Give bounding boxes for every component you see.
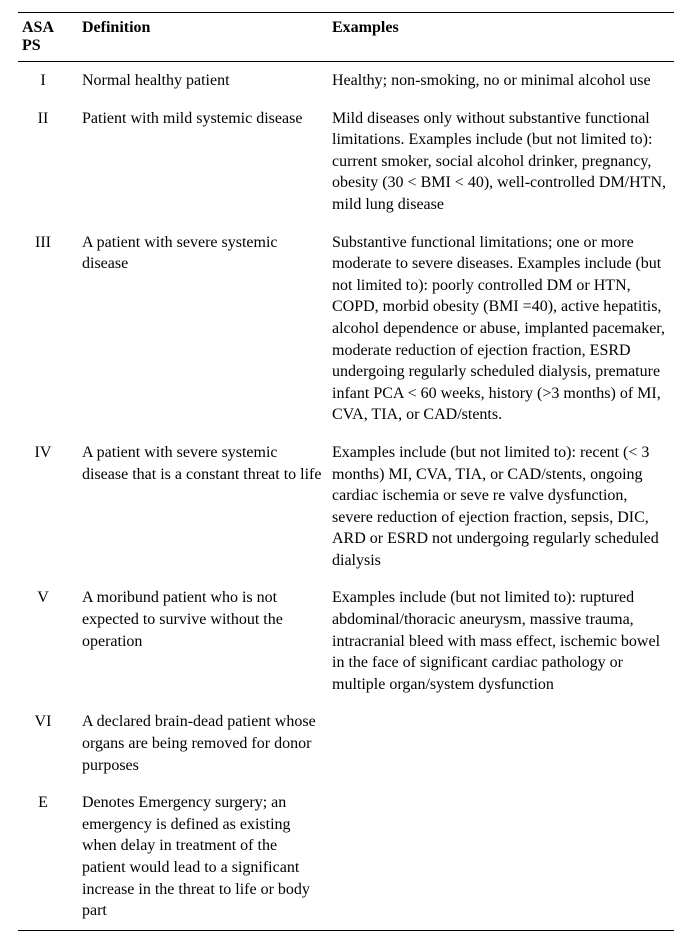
cell-examples: Examples include (but not limited to): r… xyxy=(328,579,674,703)
cell-asa-ps: III xyxy=(18,224,78,434)
cell-asa-ps: VI xyxy=(18,703,78,784)
table-row: VA moribund patient who is not expected … xyxy=(18,579,674,703)
cell-asa-ps: I xyxy=(18,62,78,100)
cell-definition: A patient with severe systemic disease t… xyxy=(78,434,328,580)
cell-asa-ps: IV xyxy=(18,434,78,580)
cell-definition: A declared brain-dead patient whose orga… xyxy=(78,703,328,784)
header-asa-ps: ASA PS xyxy=(18,13,78,62)
cell-definition: A moribund patient who is not expected t… xyxy=(78,579,328,703)
header-examples: Examples xyxy=(328,13,674,62)
table-row: EDenotes Emergency surgery; an emergency… xyxy=(18,784,674,930)
cell-examples xyxy=(328,784,674,930)
cell-examples: Substantive functional limitations; one … xyxy=(328,224,674,434)
cell-definition: Patient with mild systemic disease xyxy=(78,100,328,224)
table-row: IIIA patient with severe systemic diseas… xyxy=(18,224,674,434)
cell-asa-ps: E xyxy=(18,784,78,930)
table-body: INormal healthy patientHealthy; non-smok… xyxy=(18,62,674,931)
cell-definition: A patient with severe systemic disease xyxy=(78,224,328,434)
cell-asa-ps: V xyxy=(18,579,78,703)
asa-ps-table: ASA PS Definition Examples INormal healt… xyxy=(18,12,674,931)
table-row: INormal healthy patientHealthy; non-smok… xyxy=(18,62,674,100)
cell-examples: Healthy; non-smoking, no or minimal alco… xyxy=(328,62,674,100)
cell-definition: Denotes Emergency surgery; an emergency … xyxy=(78,784,328,930)
cell-examples xyxy=(328,703,674,784)
header-definition: Definition xyxy=(78,13,328,62)
cell-definition: Normal healthy patient xyxy=(78,62,328,100)
table-row: IIPatient with mild systemic diseaseMild… xyxy=(18,100,674,224)
cell-examples: Examples include (but not limited to): r… xyxy=(328,434,674,580)
table-header-row: ASA PS Definition Examples xyxy=(18,13,674,62)
table-row: VIA declared brain-dead patient whose or… xyxy=(18,703,674,784)
cell-asa-ps: II xyxy=(18,100,78,224)
table-row: IVA patient with severe systemic disease… xyxy=(18,434,674,580)
cell-examples: Mild diseases only without substantive f… xyxy=(328,100,674,224)
